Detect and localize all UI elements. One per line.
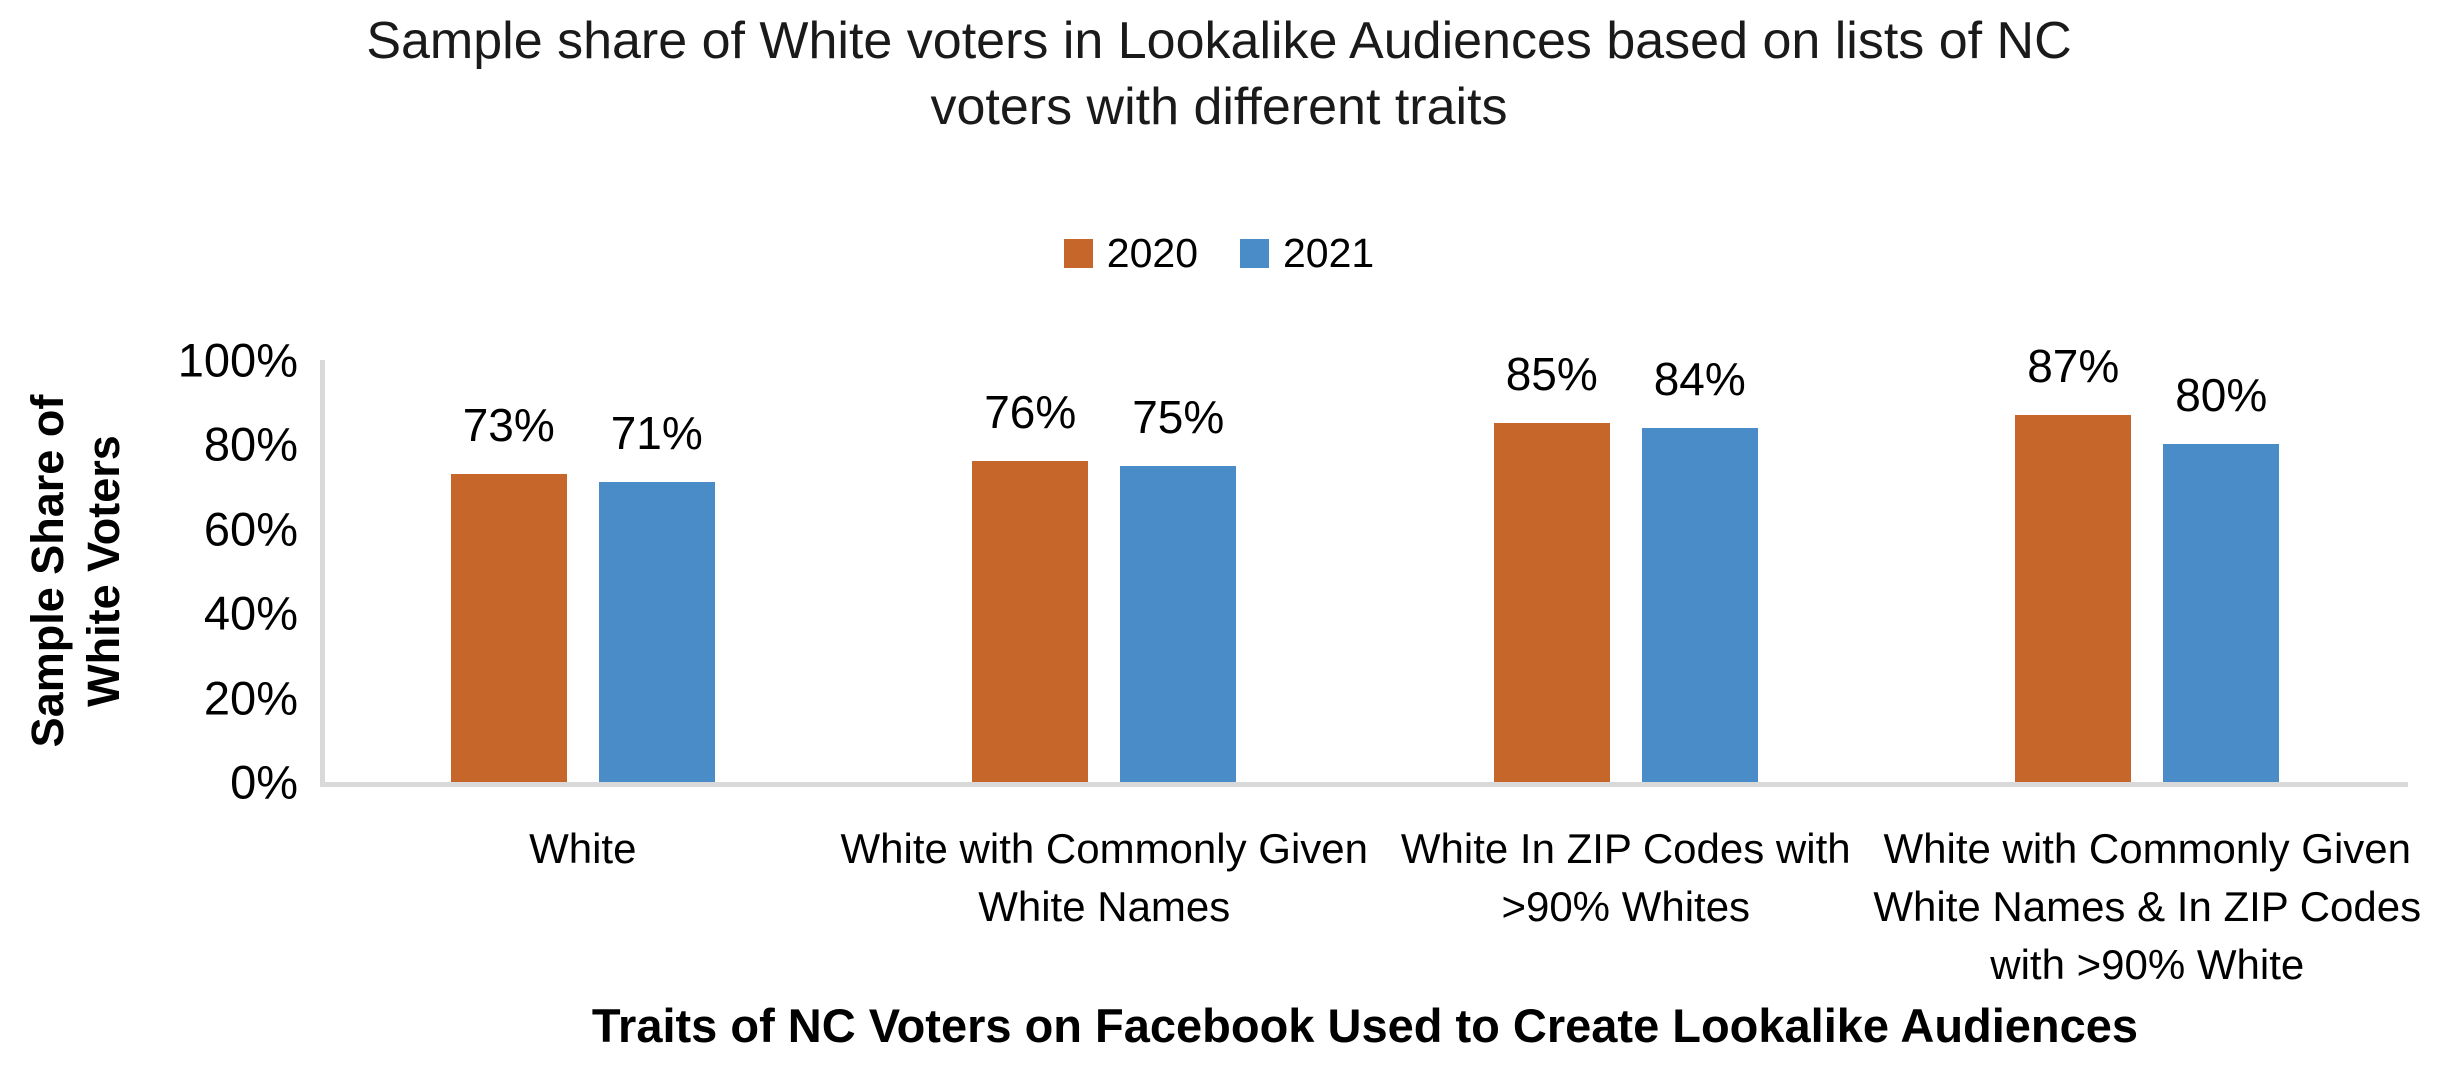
bar-2021-group-3 <box>1641 427 1758 782</box>
y-tick-label-80pct: 80% <box>203 417 298 471</box>
value-label-2021-group-2: 75% <box>1132 390 1225 443</box>
y-axis-title-line-2: White Voters <box>78 435 129 707</box>
legend-label-2020: 2020 <box>1106 229 1198 276</box>
y-tick-label-20pct: 20% <box>203 671 298 725</box>
legend: 2020 2021 <box>0 222 2438 284</box>
category-label-group-1: White <box>529 820 636 878</box>
chart-title-line-2: voters with different traits <box>930 78 1508 136</box>
value-label-2020-group-3: 85% <box>1505 348 1598 401</box>
y-tick-label-60pct: 60% <box>203 502 298 556</box>
legend-item-2021: 2021 <box>1240 230 1374 277</box>
value-label-2021-group-4: 80% <box>2175 369 2268 422</box>
category-label-group-3: White In ZIP Codes with >90% Whites <box>1401 820 1851 936</box>
category-label-group-4: White with Commonly Given White Names & I… <box>1873 820 2421 994</box>
bar-2020-group-4 <box>2015 414 2132 782</box>
category-label-group-2: White with Commonly Given White Names <box>841 820 1368 936</box>
value-label-2021-group-3: 84% <box>1653 352 1746 405</box>
bar-2021-group-2 <box>1120 465 1237 782</box>
category-label-line: White with Commonly Given <box>840 825 1368 872</box>
category-label-line: White <box>529 825 637 872</box>
value-label-2021-group-1: 71% <box>610 407 703 460</box>
plot-area: 0% 20% 40% 60% 80% 100% 73% 71% White 76% 75% White… <box>178 334 2421 989</box>
legend-swatch-2020 <box>1063 238 1093 268</box>
category-label-line: White Names & In ZIP Codes <box>1873 883 2422 930</box>
x-axis-title: Traits of NC Voters on Facebook Used to … <box>591 999 2139 1052</box>
bar-2020-group-3 <box>1493 423 1610 782</box>
category-label-line: >90% Whites <box>1501 883 1751 930</box>
legend-swatch-2021 <box>1240 238 1269 268</box>
legend-label-2021: 2021 <box>1283 229 1375 276</box>
y-tick-label-100pct: 100% <box>177 333 298 387</box>
category-label-line: White In ZIP Codes with <box>1400 825 1851 872</box>
legend-item-2020: 2020 <box>1063 229 1198 277</box>
value-label-2020-group-1: 73% <box>462 398 555 451</box>
bar-2021-group-1 <box>598 482 715 782</box>
category-label-line: White Names <box>978 883 1231 930</box>
bar-2020-group-1 <box>450 473 567 782</box>
bar-2020-group-2 <box>972 461 1089 782</box>
chart-title: Sample share of White voters in Lookalik… <box>0 8 2438 140</box>
y-axis-line <box>320 360 325 787</box>
chart-title-line-1: Sample share of White voters in Lookalik… <box>366 12 2072 70</box>
x-axis-line <box>320 782 2408 787</box>
y-tick-label-0pct: 0% <box>230 755 298 809</box>
bar-2021-group-4 <box>2163 444 2280 782</box>
y-axis-title: Sample Share of White Voters <box>20 291 132 851</box>
value-label-2020-group-4: 87% <box>2027 339 2120 392</box>
category-label-line: White with Commonly Given <box>1883 825 2411 872</box>
category-label-line: with >90% White <box>1990 941 2305 988</box>
value-label-2020-group-2: 76% <box>984 386 1077 439</box>
y-tick-label-40pct: 40% <box>203 586 298 640</box>
y-axis-title-line-1: Sample Share of <box>22 394 73 748</box>
